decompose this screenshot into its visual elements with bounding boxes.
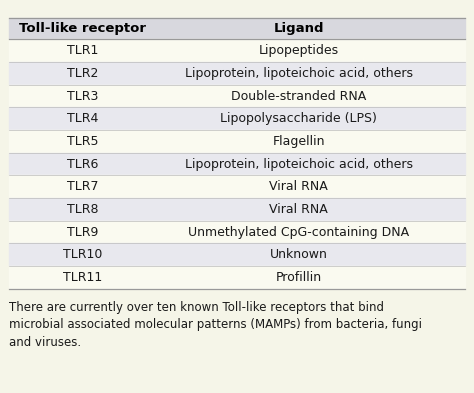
Text: Viral RNA: Viral RNA <box>269 180 328 193</box>
Text: Unknown: Unknown <box>270 248 328 261</box>
Text: Toll-like receptor: Toll-like receptor <box>19 22 146 35</box>
Text: TLR11: TLR11 <box>64 271 102 284</box>
Text: TLR8: TLR8 <box>67 203 99 216</box>
Bar <box>9 130 465 153</box>
Bar <box>9 18 465 39</box>
Text: TLR2: TLR2 <box>67 67 99 80</box>
Text: Flagellin: Flagellin <box>273 135 325 148</box>
Text: TLR3: TLR3 <box>67 90 99 103</box>
Text: Lipopeptides: Lipopeptides <box>258 44 339 57</box>
Bar <box>9 85 465 107</box>
Bar <box>9 175 465 198</box>
Text: TLR10: TLR10 <box>63 248 103 261</box>
Text: TLR1: TLR1 <box>67 44 99 57</box>
Text: TLR4: TLR4 <box>67 112 99 125</box>
Bar <box>9 39 465 62</box>
Text: Viral RNA: Viral RNA <box>269 203 328 216</box>
Text: Unmethylated CpG-containing DNA: Unmethylated CpG-containing DNA <box>188 226 409 239</box>
Text: There are currently over ten known Toll-like receptors that bind
microbial assoc: There are currently over ten known Toll-… <box>9 301 422 349</box>
Bar <box>9 221 465 244</box>
Text: TLR5: TLR5 <box>67 135 99 148</box>
Text: TLR9: TLR9 <box>67 226 99 239</box>
Text: Profillin: Profillin <box>275 271 322 284</box>
Text: Lipopolysaccharide (LPS): Lipopolysaccharide (LPS) <box>220 112 377 125</box>
Text: Lipoprotein, lipoteichoic acid, others: Lipoprotein, lipoteichoic acid, others <box>184 158 413 171</box>
Bar <box>9 62 465 85</box>
Bar <box>9 244 465 266</box>
Text: Ligand: Ligand <box>273 22 324 35</box>
Text: Double-stranded RNA: Double-stranded RNA <box>231 90 366 103</box>
Text: TLR7: TLR7 <box>67 180 99 193</box>
Bar <box>9 266 465 289</box>
Bar <box>9 198 465 221</box>
Bar <box>9 107 465 130</box>
Text: TLR6: TLR6 <box>67 158 99 171</box>
Bar <box>9 153 465 175</box>
Text: Lipoprotein, lipoteichoic acid, others: Lipoprotein, lipoteichoic acid, others <box>184 67 413 80</box>
